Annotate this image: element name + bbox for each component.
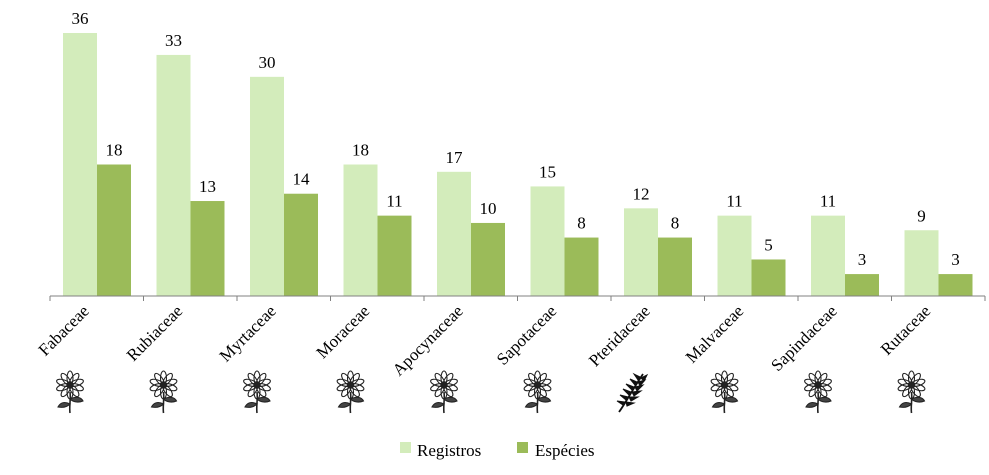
data-label-registros-rubiaceae: 33 <box>165 31 182 50</box>
bar-especies-sapotaceae <box>564 237 599 296</box>
data-label-especies-sapindaceae: 3 <box>858 250 867 269</box>
data-label-especies-malvaceae: 5 <box>764 235 773 254</box>
data-label-registros-fabaceae: 36 <box>72 9 89 28</box>
data-label-especies-fabaceae: 18 <box>106 141 123 160</box>
bar-registros-fabaceae <box>63 33 97 296</box>
bar-registros-apocynaceae <box>437 171 471 296</box>
data-label-especies-myrtaceae: 14 <box>293 170 311 189</box>
category-label-myrtaceae: Myrtaceae <box>216 301 280 365</box>
bar-registros-myrtaceae <box>250 76 284 296</box>
legend-label-especies: Espécies <box>535 441 594 460</box>
category-labels-layer: Fabaceae Rubiaceae Myrtaceae Moraceae Apocyn… <box>35 301 934 414</box>
data-label-especies-moraceae: 11 <box>386 192 402 211</box>
flower-icon <box>802 370 834 414</box>
bar-especies-myrtaceae <box>284 193 318 296</box>
legend-swatch-registros <box>400 442 411 453</box>
data-label-registros-sapotaceae: 15 <box>539 162 556 181</box>
category-label-fabaceae: Fabaceae <box>35 301 93 359</box>
category-label-malvaceae: Malvaceae <box>682 301 747 366</box>
flower-icon <box>241 370 273 414</box>
category-label-moraceae: Moraceae <box>313 301 374 362</box>
bar-especies-apocynaceae <box>471 222 505 296</box>
bar-especies-malvaceae <box>751 259 786 296</box>
bars-layer <box>63 33 973 296</box>
category-label-sapotaceae: Sapotaceae <box>493 301 560 368</box>
flower-icon <box>335 370 366 414</box>
flower-icon <box>148 370 179 414</box>
fern-icon <box>616 373 648 413</box>
data-label-registros-malvaceae: 11 <box>726 192 742 211</box>
data-label-especies-sapotaceae: 8 <box>577 214 586 233</box>
bar-registros-sapotaceae <box>530 186 565 296</box>
bar-especies-pteridaceae <box>658 237 692 296</box>
flower-icon <box>54 370 86 414</box>
data-label-especies-rubiaceae: 13 <box>199 177 216 196</box>
data-label-especies-pteridaceae: 8 <box>671 214 680 233</box>
bar-registros-moraceae <box>343 164 378 296</box>
category-label-rutaceae: Rutaceae <box>877 301 934 358</box>
bar-registros-rutaceae <box>904 230 939 296</box>
bar-especies-moraceae <box>377 215 412 296</box>
bar-especies-sapindaceae <box>845 274 879 296</box>
bar-especies-rubiaceae <box>190 201 225 296</box>
x-axis-ticks <box>49 296 986 301</box>
data-label-registros-pteridaceae: 12 <box>633 184 650 203</box>
data-label-registros-myrtaceae: 30 <box>259 53 276 72</box>
flower-icon <box>709 370 740 414</box>
legend-label-registros: Registros <box>417 441 481 460</box>
data-label-especies-rutaceae: 3 <box>951 250 960 269</box>
flower-icon <box>522 370 553 414</box>
data-label-registros-moraceae: 18 <box>352 141 369 160</box>
bar-registros-rubiaceae <box>156 54 191 296</box>
data-label-registros-sapindaceae: 11 <box>820 192 836 211</box>
data-label-especies-apocynaceae: 10 <box>480 199 497 218</box>
bar-registros-pteridaceae <box>624 208 658 296</box>
legend: Registros Espécies <box>400 441 594 460</box>
bar-registros-sapindaceae <box>811 215 845 296</box>
category-label-sapindaceae: Sapindaceae <box>767 301 841 375</box>
category-label-apocynaceae: Apocynaceae <box>389 301 467 379</box>
flower-icon <box>896 370 927 414</box>
legend-swatch-especies <box>517 442 528 453</box>
bar-especies-rutaceae <box>938 274 973 296</box>
category-label-rubiaceae: Rubiaceae <box>123 301 186 364</box>
value-labels-layer: 36 18 33 13 30 14 18 11 17 10 15 8 12 8 11 5 11 3 9 3 <box>72 9 960 269</box>
data-label-registros-apocynaceae: 17 <box>446 148 464 167</box>
data-label-registros-rutaceae: 9 <box>917 206 926 225</box>
bar-especies-fabaceae <box>97 164 131 296</box>
flower-icon <box>428 370 460 414</box>
category-label-pteridaceae: Pteridaceae <box>585 301 654 370</box>
bar-registros-malvaceae <box>717 215 752 296</box>
